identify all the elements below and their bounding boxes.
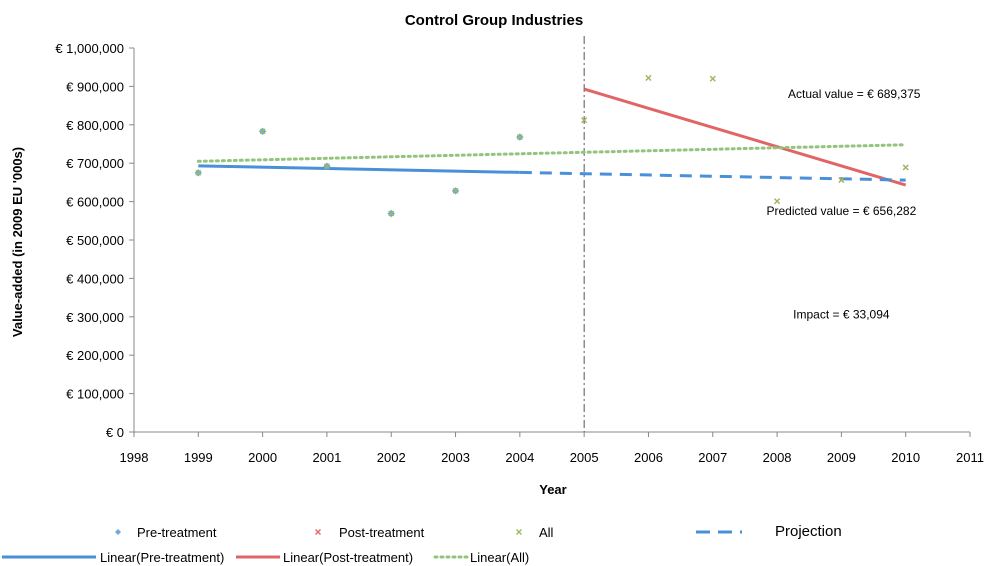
linear-pre-treatment-line <box>198 164 520 174</box>
legend-item: Pre-treatment <box>115 525 217 540</box>
x-tick-label: 2006 <box>634 450 663 465</box>
axes: € 0 € 100,000 € 200,000 € 300,000 € 400,000 €… <box>55 41 984 465</box>
projection-line <box>519 170 906 182</box>
legend-label: Projection <box>775 523 842 540</box>
x-tick-label: 2009 <box>827 450 856 465</box>
marker-stroke <box>452 187 459 194</box>
data-point-all <box>516 134 523 141</box>
x-tick-label: 2002 <box>377 450 406 465</box>
marker-stroke <box>645 74 652 81</box>
y-tick-label: € 600,000 <box>66 195 124 210</box>
y-tick-label: € 1,000,000 <box>55 41 124 56</box>
legend-label: Post-treatment <box>339 525 425 540</box>
data-point-all <box>323 163 330 170</box>
x-tick-label: 1999 <box>184 450 213 465</box>
marker-stroke <box>838 177 845 184</box>
data-point-all <box>581 117 588 124</box>
x-tick-label: 2011 <box>956 450 984 465</box>
legend-label: Linear(Pre-treatment) <box>100 550 224 565</box>
data-point-all <box>902 164 909 171</box>
y-axis-title: Value-added (in 2009 EU '000s) <box>10 147 25 337</box>
legend-item: Linear(Post-treatment) <box>236 550 413 565</box>
marker-stroke <box>195 169 202 176</box>
legend-item: Post-treatment <box>315 525 425 540</box>
marker-stroke <box>516 134 523 141</box>
x-tick-label: 2000 <box>248 450 277 465</box>
y-tick-label: € 700,000 <box>66 156 124 171</box>
data-point-all <box>645 74 652 81</box>
x-tick-label: 2004 <box>505 450 534 465</box>
legend-item: Linear(All) <box>433 550 529 565</box>
data-point-all <box>259 128 266 135</box>
data-point-all <box>709 75 716 82</box>
legend-item: Linear(Pre-treatment) <box>2 550 224 565</box>
y-tick-label: € 400,000 <box>66 271 124 286</box>
x-tick-label: 2001 <box>312 450 341 465</box>
x-tick-label: 2003 <box>441 450 470 465</box>
legend-swatch-x <box>516 529 522 535</box>
annotation-label: Actual value = € 689,375 <box>788 87 921 101</box>
chart-title: Control Group Industries <box>405 12 583 29</box>
marker-stroke <box>323 163 330 170</box>
x-axis-title: Year <box>539 482 566 497</box>
linear-post-treatment-line <box>583 87 907 187</box>
data-point-all <box>774 198 781 205</box>
legend-swatch-x <box>315 529 321 535</box>
x-tick-label: 2007 <box>698 450 727 465</box>
y-tick-label: € 0 <box>106 425 124 440</box>
x-tick-label: 2005 <box>570 450 599 465</box>
annotation-label: Predicted value = € 656,282 <box>766 204 916 218</box>
legend-label: All <box>539 525 554 540</box>
marker-stroke <box>902 164 909 171</box>
data-point-all <box>838 177 845 184</box>
x-tick-label: 2010 <box>891 450 920 465</box>
legend: Pre-treatment Post-treatment All Projection… <box>2 523 842 565</box>
legend-label: Linear(Post-treatment) <box>283 550 413 565</box>
y-tick-label: € 100,000 <box>66 387 124 402</box>
x-tick-label: 2008 <box>763 450 792 465</box>
legend-label: Linear(All) <box>470 550 529 565</box>
legend-swatch-diamond <box>115 529 121 535</box>
legend-item: Projection <box>696 523 842 540</box>
linear-all-line <box>196 143 908 163</box>
annotations: Actual value = € 689,375 Predicted value … <box>766 87 920 322</box>
marker-stroke <box>581 117 588 124</box>
annotation-label: Impact = € 33,094 <box>793 308 890 322</box>
legend-item: All <box>516 525 554 540</box>
y-tick-label: € 300,000 <box>66 310 124 325</box>
marker-stroke <box>774 198 781 205</box>
y-tick-label: € 500,000 <box>66 233 124 248</box>
y-tick-label: € 200,000 <box>66 348 124 363</box>
y-tick-label: € 900,000 <box>66 79 124 94</box>
marker-stroke <box>388 210 395 217</box>
x-tick-label: 1998 <box>120 450 149 465</box>
y-tick-label: € 800,000 <box>66 118 124 133</box>
marker-stroke <box>259 128 266 135</box>
plot-area <box>194 36 909 432</box>
data-point-all <box>388 210 395 217</box>
data-point-all <box>195 169 202 176</box>
marker-stroke <box>709 75 716 82</box>
data-point-all <box>452 187 459 194</box>
legend-label: Pre-treatment <box>137 525 217 540</box>
